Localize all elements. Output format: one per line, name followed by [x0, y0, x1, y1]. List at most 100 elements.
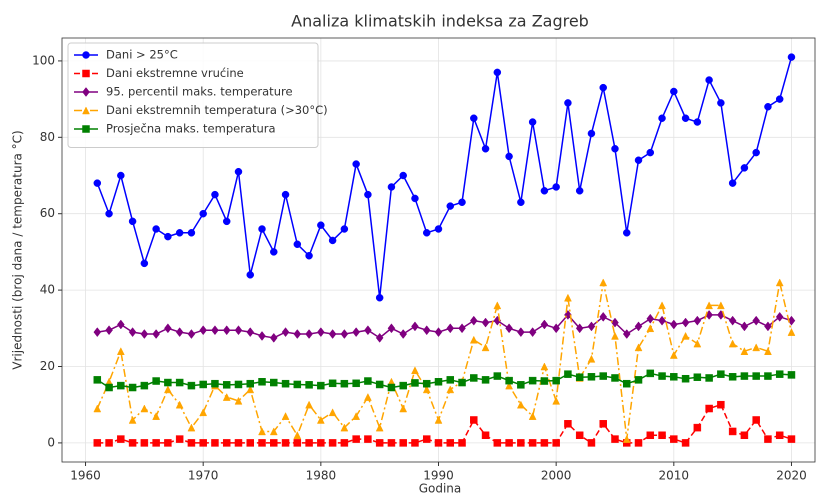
- marker: [764, 372, 772, 380]
- marker: [399, 404, 408, 413]
- marker: [305, 381, 313, 389]
- marker: [293, 439, 302, 447]
- marker: [399, 439, 407, 447]
- marker: [222, 393, 231, 401]
- marker: [740, 164, 749, 172]
- marker: [82, 106, 90, 115]
- marker: [540, 319, 549, 330]
- marker: [634, 376, 643, 384]
- marker: [387, 439, 396, 447]
- marker: [481, 343, 490, 352]
- marker: [364, 377, 372, 385]
- marker: [328, 408, 337, 417]
- marker: [411, 439, 419, 447]
- marker: [422, 229, 431, 237]
- marker: [658, 301, 666, 310]
- marker: [258, 331, 266, 341]
- marker: [270, 248, 278, 256]
- marker: [752, 315, 760, 326]
- marker: [470, 416, 478, 424]
- marker: [375, 423, 384, 432]
- marker: [175, 378, 184, 387]
- marker: [646, 324, 655, 333]
- marker: [305, 439, 313, 447]
- marker: [611, 331, 619, 340]
- marker: [411, 379, 419, 387]
- marker: [234, 325, 243, 336]
- marker: [764, 321, 772, 332]
- marker: [740, 431, 749, 440]
- marker: [117, 171, 125, 180]
- marker: [164, 323, 172, 334]
- marker: [587, 373, 596, 381]
- legend-label: Dani ekstremnih temperatura (>30°C): [106, 103, 328, 117]
- marker: [352, 160, 360, 168]
- marker: [681, 331, 690, 340]
- marker: [646, 313, 655, 324]
- marker: [634, 321, 643, 332]
- legend-box: [67, 42, 319, 148]
- marker: [599, 278, 608, 287]
- marker: [234, 396, 243, 405]
- marker: [422, 379, 431, 388]
- marker: [411, 194, 419, 203]
- marker: [93, 404, 102, 413]
- marker: [764, 435, 772, 443]
- marker: [552, 439, 560, 447]
- marker: [152, 225, 160, 233]
- marker: [517, 327, 525, 338]
- marker: [352, 379, 360, 388]
- marker: [140, 439, 149, 447]
- marker: [528, 439, 537, 447]
- marker: [481, 317, 490, 328]
- marker: [705, 404, 713, 413]
- marker: [740, 321, 749, 332]
- marker: [281, 190, 290, 199]
- marker: [164, 439, 172, 447]
- marker: [281, 439, 290, 447]
- marker: [740, 372, 749, 380]
- marker: [493, 439, 502, 447]
- x-tick-label: 2000: [541, 469, 572, 483]
- marker: [564, 420, 572, 428]
- marker: [328, 439, 337, 447]
- marker: [270, 378, 278, 387]
- marker: [164, 232, 172, 241]
- marker: [317, 221, 325, 229]
- x-tick-label: 2020: [776, 469, 807, 483]
- marker: [82, 87, 90, 97]
- marker: [493, 301, 502, 310]
- x-axis-label: Godina: [419, 482, 462, 496]
- marker: [93, 327, 102, 338]
- marker: [93, 376, 102, 384]
- marker: [293, 380, 302, 389]
- marker: [422, 435, 431, 443]
- marker: [634, 156, 643, 164]
- marker: [787, 371, 796, 379]
- marker: [611, 374, 619, 382]
- marker: [434, 415, 443, 424]
- marker: [246, 327, 255, 338]
- marker: [411, 366, 419, 375]
- marker: [434, 378, 443, 386]
- series-line: [96, 282, 793, 440]
- marker: [634, 439, 643, 447]
- marker: [211, 325, 219, 336]
- marker: [175, 435, 184, 443]
- marker: [399, 171, 407, 180]
- marker: [187, 329, 196, 339]
- marker: [693, 118, 702, 126]
- marker: [93, 179, 102, 187]
- marker: [469, 315, 478, 326]
- marker: [222, 381, 231, 389]
- marker: [434, 327, 443, 338]
- marker: [752, 416, 760, 424]
- marker: [611, 145, 619, 153]
- marker: [458, 323, 466, 334]
- marker: [752, 372, 760, 380]
- marker: [399, 381, 407, 390]
- marker: [481, 431, 490, 440]
- x-tick-label: 1980: [306, 469, 337, 483]
- marker: [505, 323, 513, 334]
- marker: [128, 415, 137, 424]
